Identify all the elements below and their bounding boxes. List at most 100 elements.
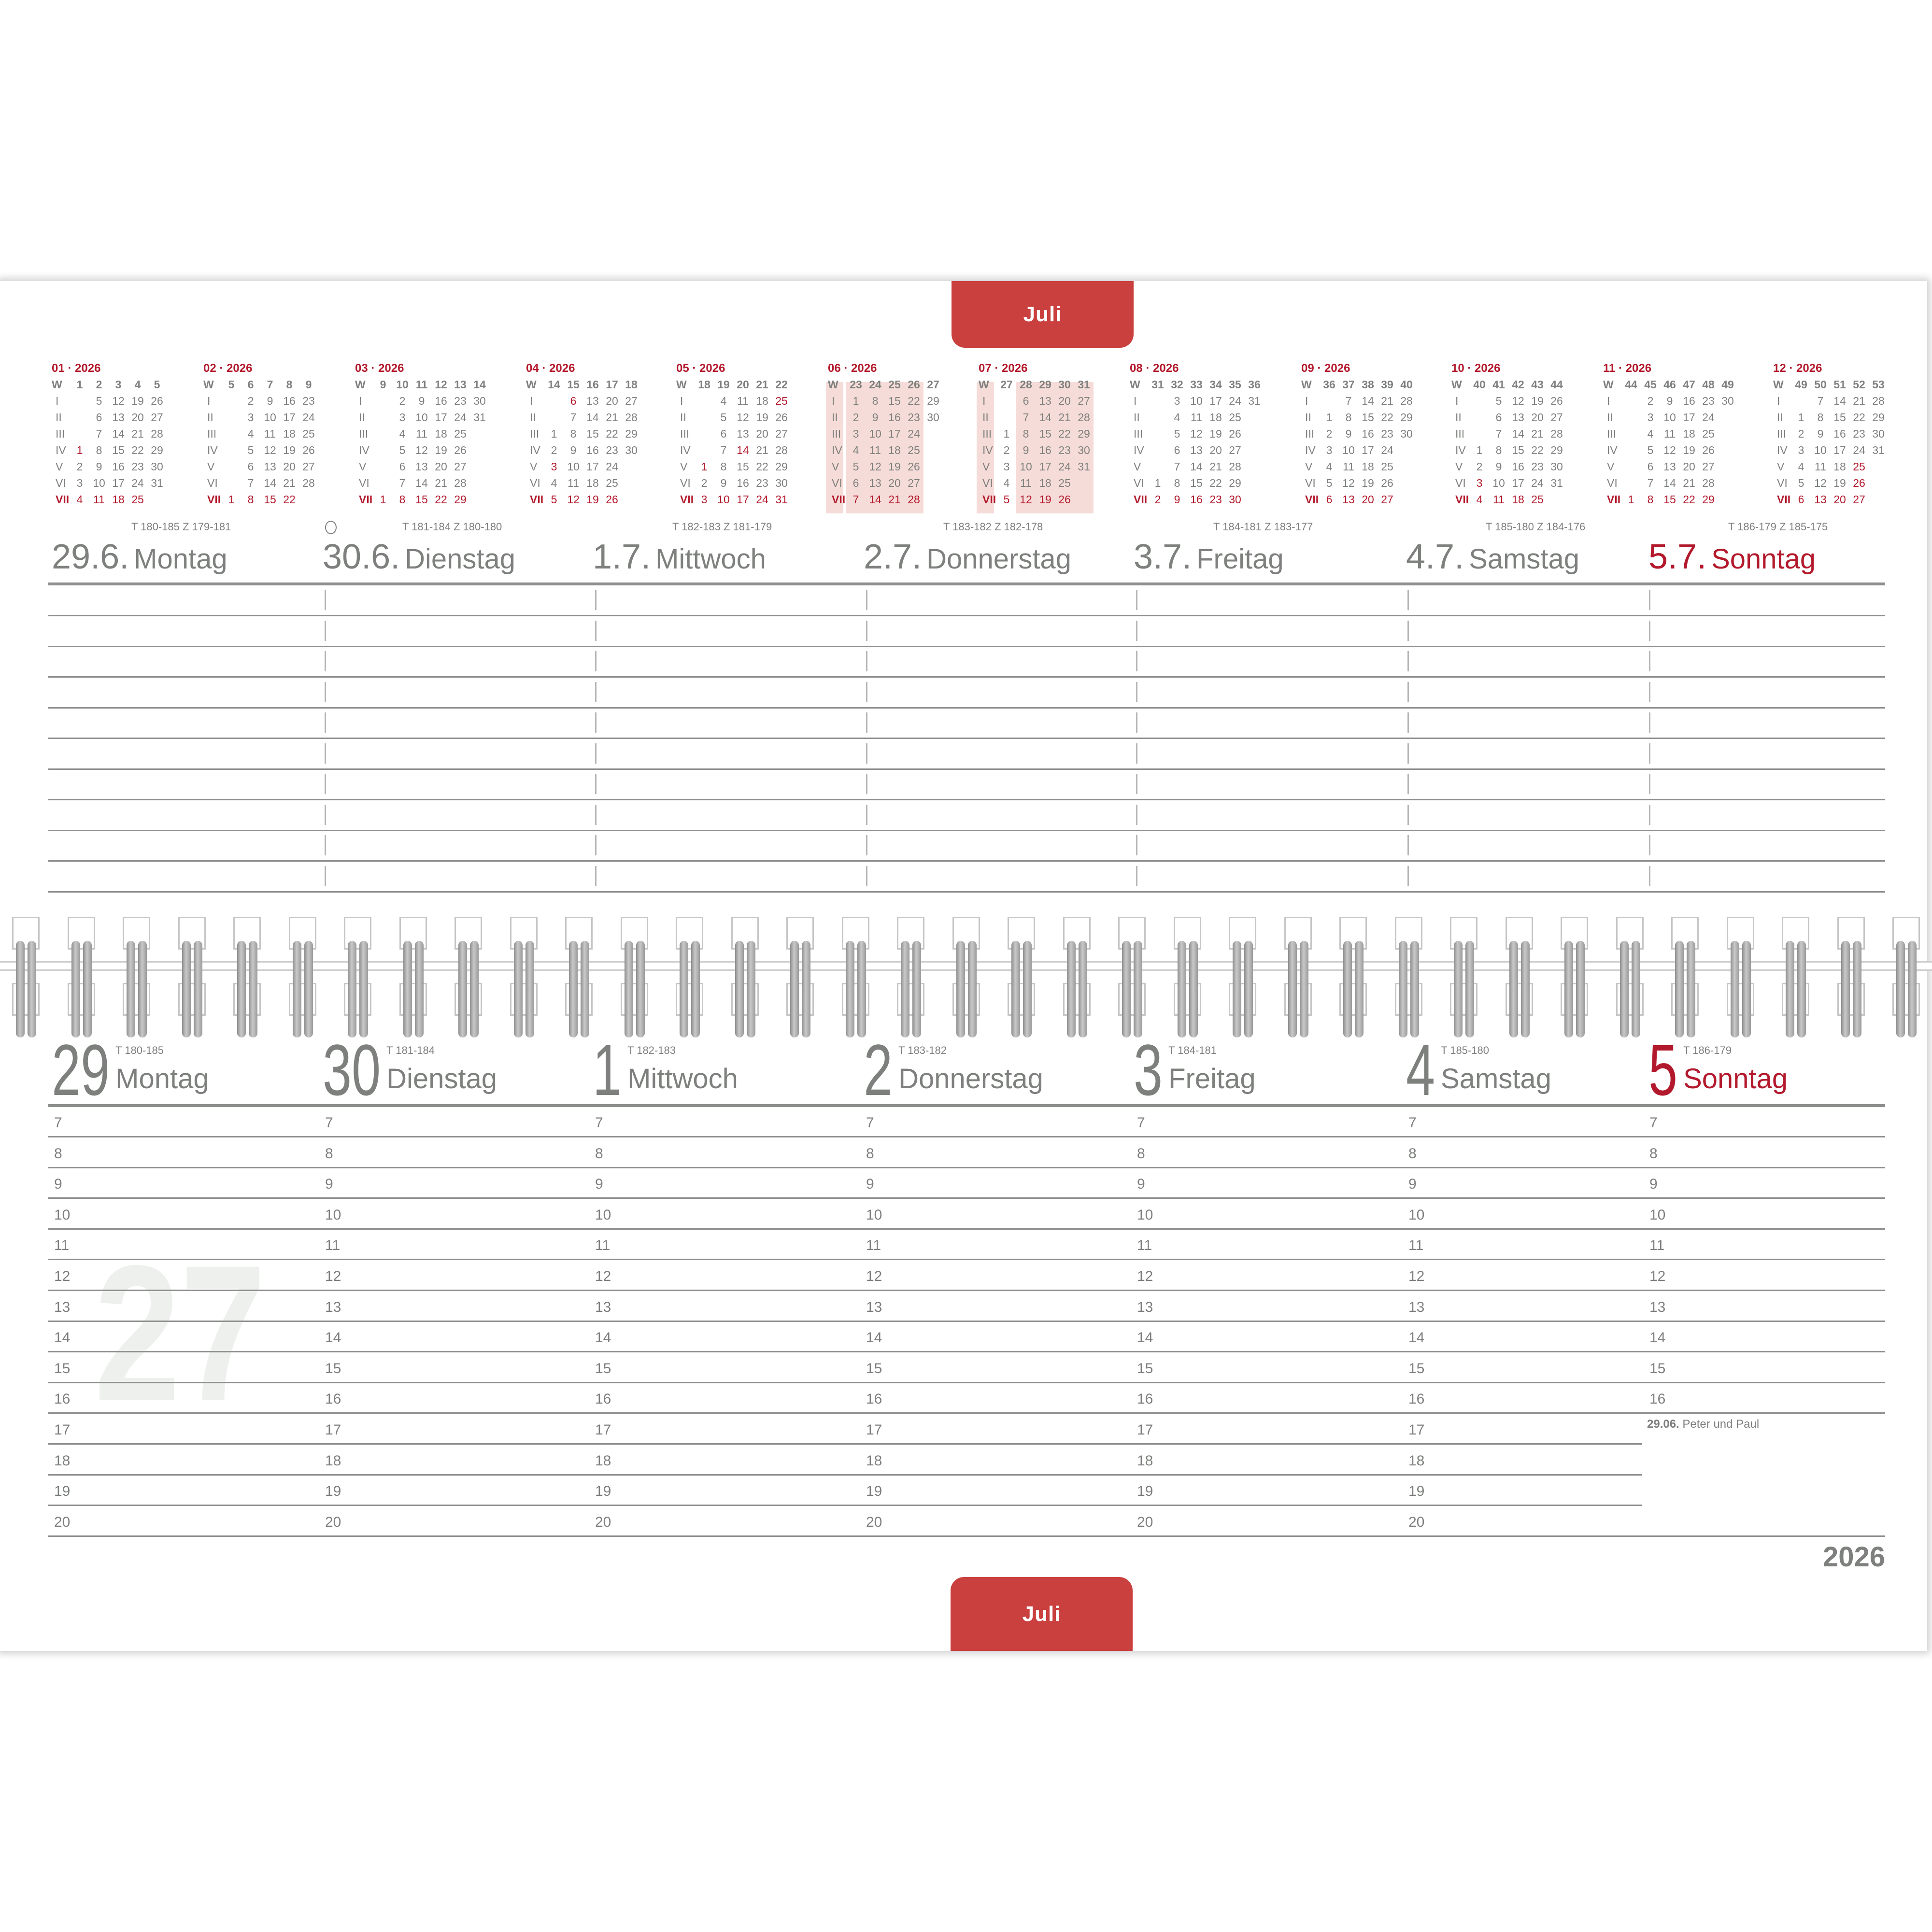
calendar-day[interactable]: 7 — [96, 427, 102, 440]
day-header[interactable]: 5.7. Sonntag — [1648, 537, 1816, 577]
calendar-day[interactable]: 9 — [720, 477, 727, 489]
calendar-day[interactable]: 26 — [302, 444, 315, 456]
calendar-day[interactable]: 14 — [1663, 477, 1676, 489]
calendar-day[interactable]: 4 — [720, 395, 727, 407]
calendar-day[interactable]: 18 — [1209, 411, 1222, 424]
calendar-day[interactable]: 1 — [1628, 493, 1634, 506]
calendar-day[interactable]: 18 — [435, 427, 447, 440]
calendar-day[interactable]: 17 — [1362, 444, 1374, 456]
calendar-day[interactable]: 3 — [852, 427, 859, 440]
calendar-day[interactable]: 20 — [1683, 460, 1695, 473]
calendar-day[interactable]: 1 — [1476, 444, 1483, 456]
calendar-day[interactable]: 23 — [908, 411, 920, 424]
calendar-day[interactable]: 15 — [1663, 493, 1676, 506]
calendar-day[interactable]: 28 — [454, 477, 467, 489]
calendar-day[interactable]: 6 — [1798, 493, 1804, 506]
calendar-day[interactable]: 24 — [302, 411, 315, 424]
calendar-day[interactable]: 28 — [1229, 460, 1241, 473]
calendar-day[interactable]: 3 — [1174, 395, 1180, 407]
calendar-day[interactable]: 16 — [1683, 395, 1695, 407]
calendar-day[interactable]: 29 — [625, 427, 638, 440]
calendar-day[interactable]: 8 — [1023, 427, 1029, 440]
calendar-day[interactable]: 13 — [1663, 460, 1676, 473]
calendar-day[interactable]: 10 — [93, 477, 105, 489]
calendar-day[interactable]: 9 — [1174, 493, 1180, 506]
calendar-day[interactable]: 28 — [1872, 395, 1885, 407]
calendar-day[interactable]: 25 — [131, 493, 144, 506]
calendar-day[interactable]: 29 — [1229, 477, 1241, 489]
calendar-day[interactable]: 30 — [1872, 427, 1885, 440]
calendar-day[interactable]: 5 — [247, 444, 254, 456]
calendar-day[interactable]: 22 — [1853, 411, 1865, 424]
calendar-day[interactable]: 15 — [1190, 477, 1203, 489]
calendar-day[interactable]: 14 — [1039, 411, 1051, 424]
calendar-day[interactable]: 13 — [737, 427, 749, 440]
calendar-day[interactable]: 14 — [415, 477, 428, 489]
calendar-day[interactable]: 28 — [1078, 411, 1090, 424]
calendar-day[interactable]: 27 — [1550, 411, 1563, 424]
calendar-day[interactable]: 8 — [1647, 493, 1654, 506]
calendar-day[interactable]: 12 — [869, 460, 881, 473]
calendar-day[interactable]: 15 — [264, 493, 276, 506]
calendar-day[interactable]: 15 — [1039, 427, 1051, 440]
calendar-day[interactable]: 12 — [264, 444, 276, 456]
mini-calendar-title[interactable]: 04 · 2026 — [526, 362, 575, 375]
calendar-day[interactable]: 5 — [852, 460, 859, 473]
calendar-day[interactable]: 11 — [93, 493, 105, 506]
calendar-day[interactable]: 10 — [1814, 444, 1827, 456]
calendar-day[interactable]: 30 — [1550, 460, 1563, 473]
calendar-day[interactable]: 8 — [720, 460, 727, 473]
mini-calendar-title[interactable]: 12 · 2026 — [1773, 362, 1822, 375]
calendar-day[interactable]: 13 — [1039, 395, 1051, 407]
day-header[interactable]: 30.6. Dienstag — [323, 537, 515, 577]
calendar-day[interactable]: 7 — [1647, 477, 1654, 489]
calendar-day[interactable]: 9 — [570, 444, 577, 456]
calendar-day[interactable]: 17 — [435, 411, 447, 424]
calendar-day[interactable]: 14 — [586, 411, 599, 424]
month-tab-bottom[interactable]: Juli — [951, 1577, 1133, 1651]
calendar-day[interactable]: 22 — [283, 493, 296, 506]
calendar-day[interactable]: 6 — [1174, 444, 1180, 456]
calendar-day[interactable]: 3 — [247, 411, 254, 424]
day-number[interactable]: 4 — [1406, 1029, 1435, 1110]
calendar-day[interactable]: 19 — [435, 444, 447, 456]
calendar-day[interactable]: 27 — [1381, 493, 1393, 506]
calendar-day[interactable]: 29 — [775, 460, 788, 473]
calendar-day[interactable]: 4 — [1326, 460, 1333, 473]
day-header[interactable]: 2.7. Donnerstag — [864, 537, 1071, 577]
calendar-day[interactable]: 30 — [1078, 444, 1090, 456]
calendar-day[interactable]: 22 — [435, 493, 447, 506]
calendar-day[interactable]: 4 — [551, 477, 557, 489]
calendar-day[interactable]: 7 — [1345, 395, 1352, 407]
calendar-day[interactable]: 12 — [1190, 427, 1203, 440]
calendar-day[interactable]: 24 — [756, 493, 768, 506]
calendar-day[interactable]: 14 — [1833, 395, 1846, 407]
calendar-day[interactable]: 21 — [131, 427, 144, 440]
calendar-day[interactable]: 8 — [1817, 411, 1824, 424]
calendar-day[interactable]: 26 — [1702, 444, 1715, 456]
calendar-day[interactable]: 9 — [872, 411, 879, 424]
mini-calendar-title[interactable]: 07 · 2026 — [979, 362, 1028, 375]
calendar-day[interactable]: 21 — [1209, 460, 1222, 473]
calendar-day[interactable]: 13 — [869, 477, 881, 489]
calendar-day[interactable]: 28 — [775, 444, 788, 456]
calendar-day[interactable]: 8 — [96, 444, 102, 456]
calendar-day[interactable]: 3 — [76, 477, 83, 489]
calendar-day[interactable]: 27 — [1702, 460, 1715, 473]
calendar-day[interactable]: 2 — [1154, 493, 1161, 506]
calendar-day[interactable]: 10 — [1190, 395, 1203, 407]
calendar-day[interactable]: 26 — [454, 444, 467, 456]
calendar-day[interactable]: 3 — [1647, 411, 1654, 424]
calendar-day[interactable]: 19 — [1531, 395, 1544, 407]
calendar-day[interactable]: 16 — [1362, 427, 1374, 440]
calendar-day[interactable]: 21 — [1531, 427, 1544, 440]
calendar-day[interactable]: 3 — [399, 411, 406, 424]
day-header[interactable]: 4.7. Samstag — [1406, 537, 1579, 577]
calendar-day[interactable]: 19 — [131, 395, 144, 407]
calendar-day[interactable]: 25 — [1058, 477, 1071, 489]
calendar-day[interactable]: 3 — [551, 460, 557, 473]
calendar-day[interactable]: 6 — [96, 411, 102, 424]
calendar-day[interactable]: 26 — [606, 493, 618, 506]
calendar-day[interactable]: 23 — [1702, 395, 1715, 407]
calendar-day[interactable]: 13 — [1342, 493, 1355, 506]
